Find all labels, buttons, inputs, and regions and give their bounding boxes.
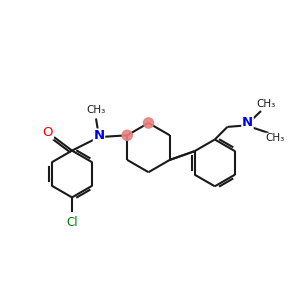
Text: N: N [93, 129, 105, 142]
Text: O: O [43, 126, 53, 139]
Circle shape [122, 130, 132, 140]
Circle shape [143, 118, 154, 128]
Text: N: N [242, 116, 253, 130]
Text: CH₃: CH₃ [256, 99, 275, 110]
Text: CH₃: CH₃ [86, 105, 106, 115]
Text: Cl: Cl [66, 215, 78, 229]
Text: CH₃: CH₃ [265, 133, 284, 143]
